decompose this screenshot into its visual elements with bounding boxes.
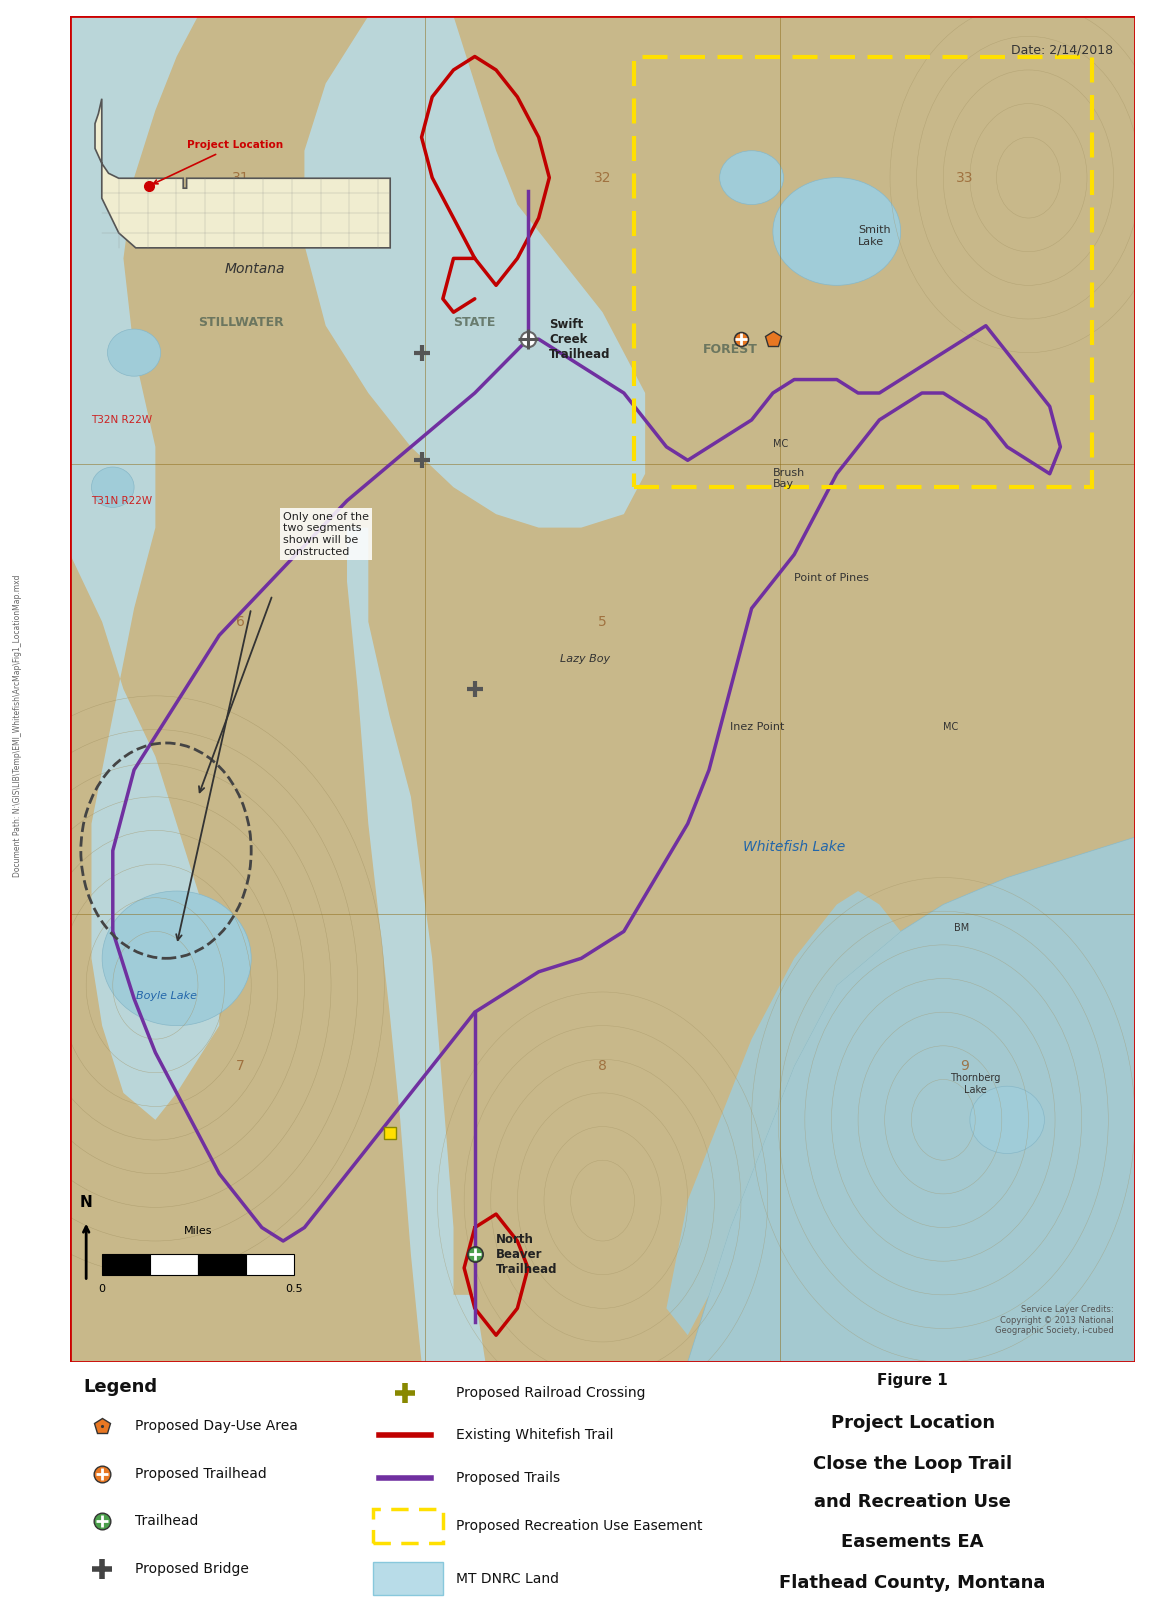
Text: Lazy Boy: Lazy Boy — [560, 654, 610, 664]
Text: Flathead County, Montana: Flathead County, Montana — [779, 1573, 1046, 1591]
Text: Only one of the
two segments
shown will be
constructed: Only one of the two segments shown will … — [283, 511, 370, 556]
Text: 33: 33 — [956, 171, 973, 185]
Text: and Recreation Use: and Recreation Use — [814, 1493, 1011, 1510]
Text: Inez Point: Inez Point — [730, 722, 785, 732]
Bar — [150, 1254, 198, 1275]
Text: Thornberg
Lake: Thornberg Lake — [950, 1074, 1000, 1095]
Text: STILLWATER: STILLWATER — [198, 316, 283, 329]
Text: Project Location: Project Location — [831, 1414, 994, 1431]
Polygon shape — [95, 98, 391, 248]
Polygon shape — [347, 527, 486, 1362]
Text: Date: 2/14/2018: Date: 2/14/2018 — [1012, 44, 1114, 56]
Text: Project Location: Project Location — [153, 140, 283, 184]
Text: Easements EA: Easements EA — [841, 1533, 984, 1551]
Bar — [198, 1254, 246, 1275]
Text: 0: 0 — [98, 1285, 105, 1294]
Ellipse shape — [91, 467, 135, 508]
Text: Service Layer Credits:
Copyright © 2013 National
Geographic Society, i-cubed: Service Layer Credits: Copyright © 2013 … — [994, 1306, 1114, 1335]
Text: 6: 6 — [236, 614, 245, 629]
Text: 32: 32 — [594, 171, 611, 185]
Text: 8: 8 — [598, 1059, 607, 1074]
Text: Boyle Lake: Boyle Lake — [136, 991, 197, 1001]
Text: Proposed Railroad Crossing: Proposed Railroad Crossing — [456, 1385, 646, 1399]
Polygon shape — [688, 837, 1135, 1362]
Text: Proposed Bridge: Proposed Bridge — [135, 1562, 248, 1577]
Bar — [372, 1509, 443, 1543]
Text: Whitefish Lake: Whitefish Lake — [743, 840, 845, 854]
Text: Existing Whitefish Trail: Existing Whitefish Trail — [456, 1428, 614, 1443]
Text: Proposed Day-Use Area: Proposed Day-Use Area — [135, 1419, 297, 1433]
Bar — [246, 1254, 294, 1275]
Text: Trailhead: Trailhead — [135, 1514, 198, 1528]
Text: Figure 1: Figure 1 — [878, 1373, 948, 1388]
Ellipse shape — [720, 150, 784, 205]
Text: North
Beaver
Trailhead: North Beaver Trailhead — [496, 1233, 558, 1277]
Text: 5: 5 — [598, 614, 607, 629]
Text: Smith
Lake: Smith Lake — [858, 226, 890, 247]
Text: Document Path: N:\GIS\LIB\Temp\EMI_Whitefish\ArcMap\Fig1_LocationMap.mxd: Document Path: N:\GIS\LIB\Temp\EMI_White… — [13, 574, 22, 877]
Text: Point of Pines: Point of Pines — [794, 574, 869, 584]
Text: MC: MC — [773, 438, 789, 448]
Text: Brush
Bay: Brush Bay — [773, 467, 805, 488]
Text: 7: 7 — [236, 1059, 245, 1074]
Text: 31: 31 — [232, 171, 249, 185]
Ellipse shape — [102, 891, 252, 1025]
Text: STATE: STATE — [454, 316, 496, 329]
Polygon shape — [667, 891, 901, 1335]
Text: Legend: Legend — [83, 1378, 157, 1396]
Text: Swift
Creek
Trailhead: Swift Creek Trailhead — [550, 318, 611, 361]
Text: T32N R22W: T32N R22W — [91, 414, 152, 426]
Text: Close the Loop Trail: Close the Loop Trail — [813, 1454, 1012, 1472]
Bar — [372, 1562, 443, 1596]
Text: Proposed Trailhead: Proposed Trailhead — [135, 1467, 267, 1481]
Bar — [102, 1254, 150, 1275]
Text: Proposed Recreation Use Easement: Proposed Recreation Use Easement — [456, 1519, 703, 1533]
Ellipse shape — [773, 177, 901, 285]
Text: MC: MC — [943, 722, 958, 732]
Text: T31N R22W: T31N R22W — [91, 495, 152, 506]
Text: Proposed Trails: Proposed Trails — [456, 1472, 560, 1485]
Text: MT DNRC Land: MT DNRC Land — [456, 1572, 559, 1586]
Ellipse shape — [970, 1086, 1045, 1154]
Text: 9: 9 — [961, 1059, 969, 1074]
Text: FOREST: FOREST — [703, 343, 758, 356]
Ellipse shape — [108, 329, 160, 376]
Text: Montana: Montana — [225, 261, 284, 276]
Text: Miles: Miles — [184, 1227, 212, 1236]
Polygon shape — [304, 16, 645, 527]
Polygon shape — [70, 16, 219, 1120]
Text: N: N — [80, 1196, 92, 1211]
Bar — [634, 56, 1093, 487]
Text: 0.5: 0.5 — [285, 1285, 303, 1294]
Text: BM: BM — [954, 924, 969, 933]
